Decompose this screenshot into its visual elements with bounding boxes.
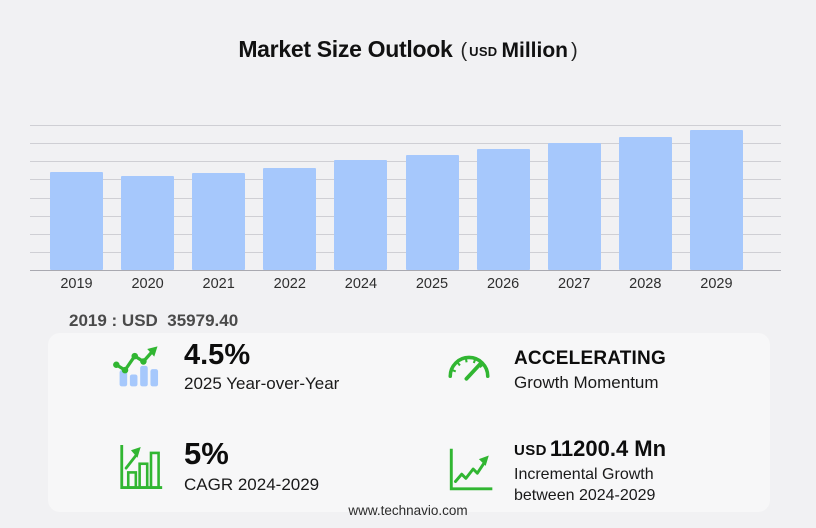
- gridline: [30, 125, 781, 126]
- chart-title-text: Market Size Outlook: [238, 36, 453, 62]
- line-chart-arrow-icon: [444, 444, 494, 494]
- bar-2024: [334, 159, 388, 270]
- bar-chart-plot-area: 2019 2020 2021 2022 2024 2025 2026 2027 2028 2029: [30, 125, 781, 292]
- stat-card-incremental-growth: USD 11200.4 Mn Incremental Growth between…: [444, 432, 784, 506]
- x-axis-label-2019: 2019: [60, 276, 93, 292]
- stat-label-incremental-line2: between 2024-2029: [514, 486, 656, 504]
- stat-card-yoy-growth: 4.5% 2025 Year-over-Year: [112, 340, 442, 395]
- base-year-value-label: 2019 : USD 35979.40: [69, 311, 239, 330]
- stat-label-momentum: Growth Momentum: [514, 372, 659, 392]
- footer: www.technavio.com: [0, 503, 816, 518]
- bar-line-growth-icon: [112, 342, 164, 394]
- x-axis-label-2022: 2022: [273, 276, 306, 292]
- incremental-amount: 11200.4 Mn: [549, 436, 667, 461]
- title-currency-unit: USD: [469, 44, 498, 59]
- bar-2021: [192, 172, 246, 270]
- x-axis-label-2027: 2027: [558, 276, 591, 292]
- stat-text-block: 5% CAGR 2024-2029: [184, 436, 320, 495]
- bar-2028: [618, 137, 672, 270]
- x-axis-label-2029: 2029: [700, 276, 733, 292]
- bar-2022: [263, 168, 317, 270]
- stat-label-incremental-line1: Incremental Growth: [514, 466, 654, 484]
- x-axis-label-2028: 2028: [629, 276, 662, 292]
- title-paren-open: (: [460, 40, 468, 62]
- x-axis-label-2024: 2024: [344, 276, 378, 292]
- stat-card-cagr: 5% CAGR 2024-2029: [112, 436, 442, 495]
- boxed-bar-chart-icon: [112, 441, 164, 493]
- bar-2019: [50, 172, 103, 270]
- stat-label-cagr: CAGR 2024-2029: [184, 474, 320, 494]
- bar-2026: [476, 149, 530, 270]
- x-axis-label-2020: 2020: [131, 276, 164, 292]
- stat-card-growth-momentum: ACCELERATING Growth Momentum: [444, 346, 774, 396]
- bar-2027: [547, 142, 601, 270]
- x-axis-label-2021: 2021: [202, 276, 235, 292]
- usd-prefix: USD: [514, 442, 547, 459]
- stats-panel: [48, 333, 770, 512]
- title-paren-close: ): [571, 40, 578, 62]
- stat-value-incremental: USD 11200.4 Mn: [514, 432, 666, 462]
- chart-title: Market Size Outlook (USD Million): [0, 36, 816, 63]
- x-axis-label-2025: 2025: [415, 276, 449, 292]
- stat-value-momentum: ACCELERATING: [514, 347, 666, 369]
- title-magnitude-unit: Million: [501, 39, 569, 62]
- x-axis-line: [30, 270, 781, 271]
- bar-2029: [689, 129, 743, 270]
- bar-2020: [121, 176, 175, 270]
- stat-text-block: ACCELERATING Growth Momentum: [514, 347, 666, 394]
- x-axis-label-2026: 2026: [486, 276, 520, 292]
- stat-label-yoy: 2025 Year-over-Year: [184, 374, 340, 394]
- stat-text-block: USD 11200.4 Mn Incremental Growth between…: [514, 432, 666, 506]
- gauge-icon: [444, 346, 494, 396]
- stat-value-cagr: 5%: [184, 436, 229, 471]
- stat-value-yoy: 4.5%: [184, 339, 251, 371]
- gridline: [30, 143, 781, 145]
- bar-2025: [405, 154, 459, 270]
- technavio-link[interactable]: www.technavio.com: [348, 503, 468, 518]
- stat-text-block: 4.5% 2025 Year-over-Year: [184, 340, 339, 395]
